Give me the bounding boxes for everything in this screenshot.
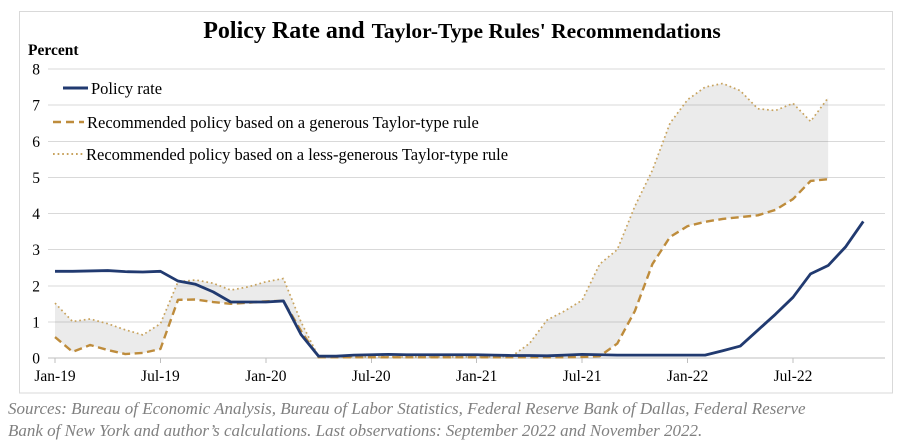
x-tick-label: Jul-22 (774, 368, 813, 385)
source-note-line1: Sources: Bureau of Economic Analysis, Bu… (8, 399, 806, 418)
chart-title-part2: Taylor-Type Rules' Recommendations (372, 19, 721, 43)
chart-title-part1: Policy Rate and (203, 18, 365, 44)
rules-band-fill (55, 83, 829, 358)
y-tick-label: 2 (32, 278, 40, 295)
x-tick-label: Jul-20 (352, 368, 391, 385)
series-line-solid (55, 220, 865, 358)
x-tick-label: Jul-19 (141, 368, 180, 385)
chart-title: Policy Rate and Taylor-Type Rules' Recomm… (203, 18, 721, 44)
data-series-lines (54, 82, 865, 359)
legend-label-generous-rule: Recommended policy based on a generous T… (87, 113, 479, 132)
legend-label-less-generous-rule: Recommended policy based on a less-gener… (86, 145, 508, 164)
x-tick-label: Jan-22 (667, 368, 708, 385)
series-line-dashed (54, 177, 829, 359)
x-axis (48, 357, 885, 363)
y-tick-label: 5 (32, 170, 40, 187)
y-tick-label: 1 (32, 314, 40, 331)
shaded-band-between-rules (55, 83, 829, 358)
y-tick-label: 6 (32, 134, 40, 151)
y-tick-label: 3 (32, 242, 40, 259)
x-tick-label: Jan-19 (34, 368, 76, 385)
y-axis-tick-labels: 0 1 2 3 4 5 6 7 8 (32, 62, 40, 368)
x-tick-label: Jan-21 (456, 368, 497, 385)
legend-label-policy-rate: Policy rate (91, 79, 162, 98)
y-tick-label: 8 (32, 62, 40, 79)
x-tick-label: Jan-20 (245, 368, 287, 385)
y-tick-label: 4 (32, 206, 40, 223)
source-note-line2: Bank of New York and author’s calculatio… (8, 421, 702, 440)
legend: Policy rate Recommended policy based on … (53, 79, 508, 164)
x-axis-tick-labels: Jan-19 Jul-19 Jan-20 Jul-20 Jan-21 Jul-21 Jan-… (34, 368, 812, 385)
y-tick-label: 7 (32, 98, 40, 115)
y-tick-label: 0 (32, 351, 40, 368)
y-axis-unit-label: Percent (28, 42, 79, 59)
source-note: Sources: Bureau of Economic Analysis, Bu… (8, 399, 806, 440)
figure-border (19, 11, 893, 394)
x-tick-label: Jul-21 (563, 368, 602, 385)
